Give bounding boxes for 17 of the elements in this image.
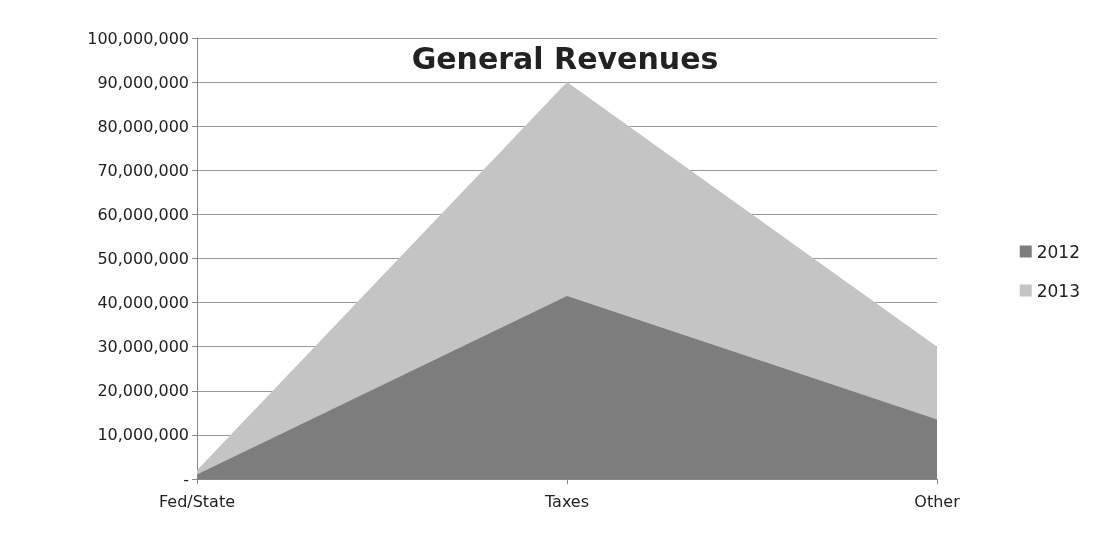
legend-label: 2013	[1036, 280, 1080, 301]
y-tick-label: 10,000,000	[97, 425, 189, 445]
y-tick-label: 20,000,000	[97, 381, 189, 401]
y-tick-label: -	[183, 469, 189, 489]
y-tick-label: 60,000,000	[97, 204, 189, 224]
chart-title: General Revenues	[411, 40, 719, 76]
y-tick-label: 30,000,000	[97, 337, 189, 357]
y-tick-label: 90,000,000	[97, 72, 189, 92]
y-tick-label: 40,000,000	[97, 293, 189, 313]
x-tick-label: Other	[914, 491, 961, 511]
y-tick-label: 50,000,000	[97, 249, 189, 268]
x-tick-label: Taxes	[543, 491, 590, 511]
legend-label: 2012	[1036, 241, 1080, 262]
y-tick-label: 80,000,000	[97, 116, 189, 136]
x-tick-label: Fed/State	[158, 491, 236, 511]
y-tick-label: 70,000,000	[97, 160, 189, 180]
y-tick-label: 100,000,000	[87, 28, 189, 48]
